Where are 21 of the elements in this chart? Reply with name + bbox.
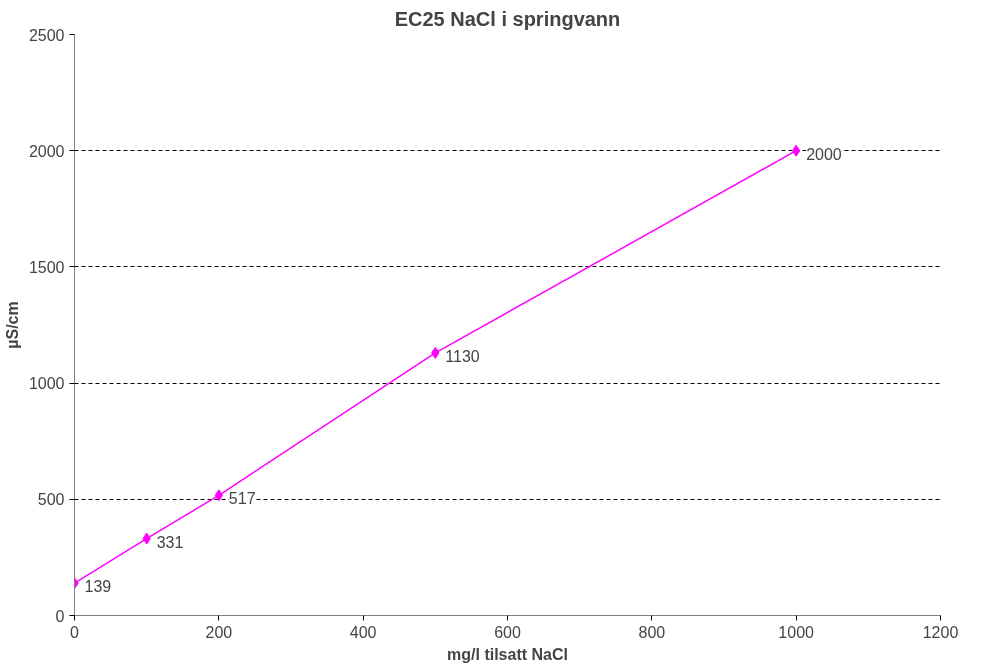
data-label: 331 [156, 533, 184, 551]
x-axis-title: mg/l tilsatt NaCl [447, 645, 568, 663]
data-label: 139 [84, 578, 112, 596]
x-tick-label: 600 [494, 623, 521, 641]
y-tick-label: 1500 [28, 258, 65, 276]
x-tick-label: 400 [349, 623, 377, 641]
data-label: 517 [228, 490, 256, 508]
data-label: 2000 [806, 145, 842, 163]
x-tick-label: 1000 [778, 623, 815, 641]
y-tick-label: 1000 [28, 375, 65, 393]
y-tick-label: 0 [55, 607, 65, 625]
x-tick-label: 800 [638, 623, 666, 641]
y-tick-label: 2500 [28, 26, 65, 44]
x-tick-label: 1200 [922, 623, 959, 641]
y-axis-title: µS/cm [3, 301, 21, 349]
y-tick-label: 500 [37, 491, 65, 509]
data-label: 1130 [445, 347, 480, 365]
y-tick-label: 2000 [28, 142, 65, 160]
chart-title: EC25 NaCl i springvann [394, 7, 621, 30]
x-tick-label: 0 [70, 623, 80, 641]
x-tick-label: 200 [205, 623, 233, 641]
